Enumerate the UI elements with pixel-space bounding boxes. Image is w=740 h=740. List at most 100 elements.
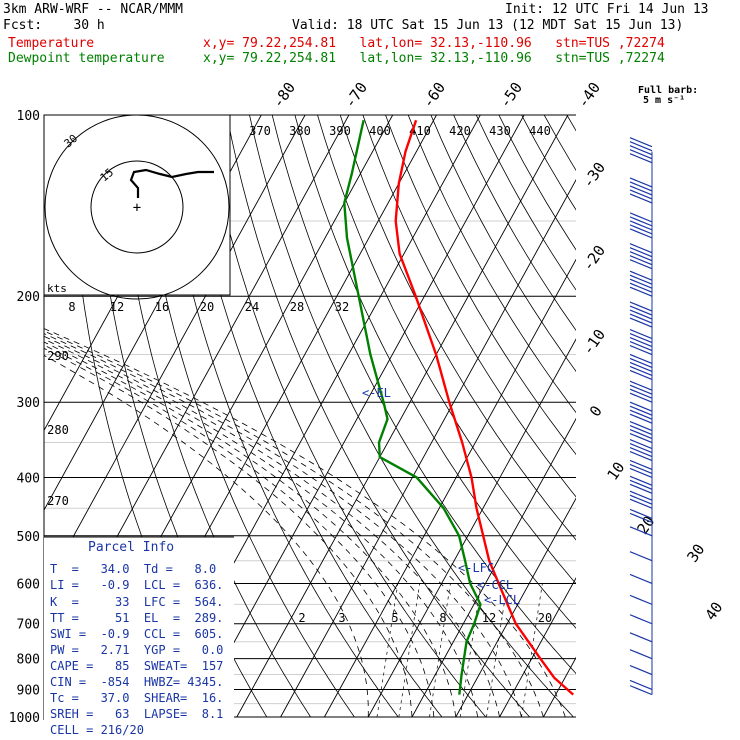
pressure-tick-label: 400 xyxy=(17,471,40,486)
speed-tick-label: 8 xyxy=(68,300,75,314)
mixing-ratio-label: 20 xyxy=(538,611,552,625)
isotherm-label: -10 xyxy=(579,326,609,359)
pressure-tick-label: 300 xyxy=(17,396,40,411)
isotherm-label: -30 xyxy=(579,159,609,192)
hodograph-ring xyxy=(90,160,184,254)
wind-barb xyxy=(629,181,653,192)
wind-barb xyxy=(629,679,653,691)
parcel-row: Tc = 37.0 SHEAR= 16. xyxy=(50,691,224,705)
wind-barb xyxy=(629,357,653,369)
theta-label: 280 xyxy=(47,423,69,437)
mixing-ratio-label: 2 xyxy=(298,611,305,625)
wind-barb xyxy=(629,337,653,348)
parcel-row: K = 33 LFC = 564. xyxy=(50,595,224,609)
hodograph-unit-label: kts xyxy=(47,282,67,295)
theta-label: 430 xyxy=(489,124,511,138)
pressure-tick-label: 200 xyxy=(17,290,40,305)
parcel-row: CIN = -854 HWBZ= 4345. xyxy=(50,675,224,689)
level-marker: <-CCL xyxy=(477,578,513,592)
wind-barb xyxy=(629,141,653,152)
wind-barb xyxy=(629,413,653,424)
speed-tick-label: 20 xyxy=(200,300,214,314)
isotherm-line xyxy=(631,115,740,717)
wind-barb xyxy=(629,220,653,231)
wind-barb xyxy=(629,685,653,696)
wind-barb xyxy=(629,475,653,486)
isotherm-label: 30 xyxy=(683,541,708,566)
isotherm-line xyxy=(499,577,576,718)
level-marker: <-LFC xyxy=(458,561,494,575)
dry-adiabat-group xyxy=(67,115,740,718)
wind-barb xyxy=(629,384,653,395)
wind-barb xyxy=(629,369,653,381)
dry-adiabat xyxy=(158,115,399,718)
isotherm-label: 0 xyxy=(586,402,606,420)
wind-barb xyxy=(629,317,653,328)
wind-barb xyxy=(629,145,653,156)
mixing-ratio-line xyxy=(376,583,399,718)
wind-barb xyxy=(629,439,653,450)
wind-barb xyxy=(629,341,653,352)
parcel-row: SREH = 63 LAPSE= 8.1 xyxy=(50,707,224,721)
isotherm-label: -20 xyxy=(579,242,609,275)
wind-barb xyxy=(629,447,653,458)
wind-barb xyxy=(629,153,653,164)
wind-barb xyxy=(629,526,653,537)
wind-barb xyxy=(629,313,653,324)
parcel-row: T = 34.0 Td = 8.0 xyxy=(50,562,217,576)
pressure-tick-label: 500 xyxy=(17,530,40,545)
hodograph-ring xyxy=(44,114,230,300)
wind-barb xyxy=(629,286,653,297)
dry-adiabat xyxy=(680,115,740,717)
isotherm-label: -80 xyxy=(269,79,299,112)
isotherm-line xyxy=(587,115,740,717)
theta-label: 370 xyxy=(249,124,271,138)
wind-barb xyxy=(629,278,653,289)
wind-barb xyxy=(629,149,653,160)
wind-barb xyxy=(629,259,653,270)
wind-barb xyxy=(629,483,653,494)
wind-barb xyxy=(629,392,653,403)
speed-tick-label: 24 xyxy=(245,300,259,314)
valid-time: Valid: 18 UTC Sat 15 Jun 13 (12 MDT Sat … xyxy=(292,18,684,33)
wind-barb xyxy=(629,228,653,239)
isotherm-line xyxy=(280,178,576,718)
wind-barb xyxy=(629,137,653,148)
dry-adiabat xyxy=(271,115,576,675)
wind-barb xyxy=(629,333,653,344)
moist-adiabat xyxy=(44,347,413,718)
wind-barb xyxy=(629,309,653,320)
wind-barb xyxy=(629,177,653,188)
dry-adiabat xyxy=(430,115,576,372)
theta-label: 420 xyxy=(449,124,471,138)
forecast-hour: Fcst: 30 h xyxy=(3,18,105,33)
wind-barb xyxy=(629,243,653,254)
wind-barb xyxy=(629,479,653,490)
dry-adiabat xyxy=(590,115,740,717)
dry-adiabat xyxy=(249,115,574,718)
wind-barb xyxy=(629,428,653,440)
barb-key-title: Full barb: xyxy=(638,85,699,96)
wind-barb xyxy=(629,251,653,262)
wind-barb xyxy=(629,282,653,293)
init-time: Init: 12 UTC Fri 14 Jun 13 xyxy=(505,2,709,17)
moist-adiabat xyxy=(44,338,479,718)
wind-barb xyxy=(629,388,653,399)
dry-adiabat xyxy=(566,115,576,132)
parcel-row: LI = -0.9 LCL = 636. xyxy=(50,578,224,592)
isotherm-label: 40 xyxy=(701,599,726,624)
temperature-legend: Temperature xyxy=(8,36,95,51)
temperature-location: x,y= 79.22,254.81 lat,lon= 32.13,-110.96… xyxy=(203,36,665,51)
dry-adiabat xyxy=(407,115,576,414)
mixing-ratio-label: 12 xyxy=(482,611,496,625)
wind-barb xyxy=(629,380,653,391)
speed-tick-label: 32 xyxy=(335,300,349,314)
wind-barb xyxy=(629,361,653,373)
isotherm-line xyxy=(411,417,576,718)
temperature-profile xyxy=(394,119,574,696)
wind-barb xyxy=(629,189,653,200)
wind-barb xyxy=(629,551,653,562)
dry-adiabat xyxy=(339,115,576,541)
wind-barb xyxy=(629,365,653,377)
